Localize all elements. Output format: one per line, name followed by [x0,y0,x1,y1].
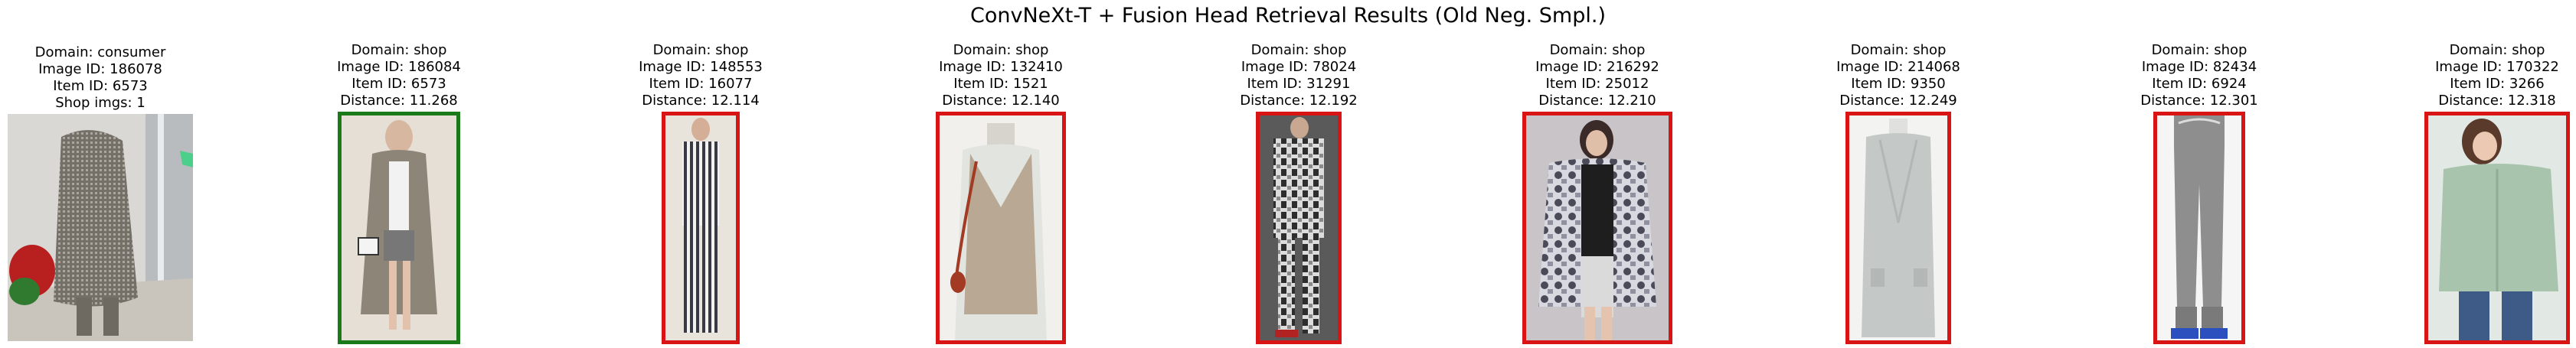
result-image-8 [2424,112,2570,344]
result-domain: Domain: shop [2449,42,2545,58]
result-distance: Distance: 12.301 [2140,93,2258,109]
result-caption-2: Domain: shop Image ID: 148553 Item ID: 1… [570,42,831,109]
result-distance: Distance: 12.318 [2438,93,2556,109]
result-image-4 [1256,112,1342,344]
result-distance: Distance: 11.268 [340,93,458,109]
result-image-3 [936,112,1066,344]
result-caption-4: Domain: shop Image ID: 78024 Item ID: 31… [1169,42,1429,109]
result-item-id: Item ID: 16077 [649,76,753,92]
result-item-id: Item ID: 6573 [351,76,446,92]
result-item-id: Item ID: 1521 [953,76,1048,92]
result-image-5 [1522,112,1672,344]
result-panel-5: Domain: shop Image ID: 216292 Item ID: 2… [1522,42,1672,344]
query-image-id: Image ID: 186078 [38,61,162,77]
result-distance: Distance: 12.249 [1839,93,1957,109]
result-caption-6: Domain: shop Image ID: 214068 Item ID: 9… [1768,42,2028,109]
result-panel-6: Domain: shop Image ID: 214068 Item ID: 9… [1836,42,1960,344]
result-caption-8: Domain: shop Image ID: 170322 Item ID: 3… [2367,42,2576,109]
result-image-id: Image ID: 214068 [1836,59,1960,75]
result-image-1 [338,112,460,344]
result-item-id: Item ID: 31291 [1247,76,1351,92]
result-image-2 [662,112,740,344]
result-distance: Distance: 12.140 [942,93,1060,109]
result-caption-7: Domain: shop Image ID: 82434 Item ID: 69… [2069,42,2329,109]
query-image [8,114,193,341]
result-panel-2: Domain: shop Image ID: 148553 Item ID: 1… [639,42,763,344]
result-image-id: Image ID: 132410 [939,59,1063,75]
result-caption-5: Domain: shop Image ID: 216292 Item ID: 2… [1467,42,1728,109]
result-image-7 [2153,112,2245,344]
result-domain: Domain: shop [1549,42,1646,58]
result-panel-4: Domain: shop Image ID: 78024 Item ID: 31… [1240,42,1358,344]
query-panel: Domain: consumer Image ID: 186078 Item I… [8,44,193,341]
result-domain: Domain: shop [1850,42,1947,58]
result-panel-8: Domain: shop Image ID: 170322 Item ID: 3… [2424,42,2570,344]
query-caption: Domain: consumer Image ID: 186078 Item I… [0,44,230,112]
result-distance: Distance: 12.192 [1240,93,1358,109]
result-panel-3: Domain: shop Image ID: 132410 Item ID: 1… [936,42,1066,344]
result-image-6 [1845,112,1951,344]
result-panel-1: Domain: shop Image ID: 186084 Item ID: 6… [337,42,461,344]
result-domain: Domain: shop [2151,42,2247,58]
result-domain: Domain: shop [953,42,1049,58]
result-image-id: Image ID: 148553 [639,59,763,75]
result-item-id: Item ID: 25012 [1545,76,1649,92]
result-domain: Domain: shop [351,42,447,58]
result-item-id: Item ID: 3266 [2450,76,2545,92]
result-distance: Distance: 12.114 [642,93,760,109]
query-item-id: Item ID: 6573 [53,78,148,94]
result-domain: Domain: shop [652,42,749,58]
result-item-id: Item ID: 9350 [1851,76,1946,92]
result-panel-7: Domain: shop Image ID: 82434 Item ID: 69… [2140,42,2258,344]
result-image-id: Image ID: 78024 [1241,59,1357,75]
result-distance: Distance: 12.210 [1538,93,1656,109]
query-domain: Domain: consumer [34,44,166,60]
figure-title: ConvNeXt-T + Fusion Head Retrieval Resul… [970,4,1606,28]
result-image-id: Image ID: 170322 [2435,59,2559,75]
result-image-id: Image ID: 186084 [337,59,461,75]
result-item-id: Item ID: 6924 [2152,76,2247,92]
result-domain: Domain: shop [1250,42,1347,58]
result-image-id: Image ID: 216292 [1535,59,1659,75]
result-image-id: Image ID: 82434 [2141,59,2257,75]
query-shop-imgs: Shop imgs: 1 [55,95,145,111]
result-caption-1: Domain: shop Image ID: 186084 Item ID: 6… [269,42,529,109]
result-caption-3: Domain: shop Image ID: 132410 Item ID: 1… [871,42,1131,109]
